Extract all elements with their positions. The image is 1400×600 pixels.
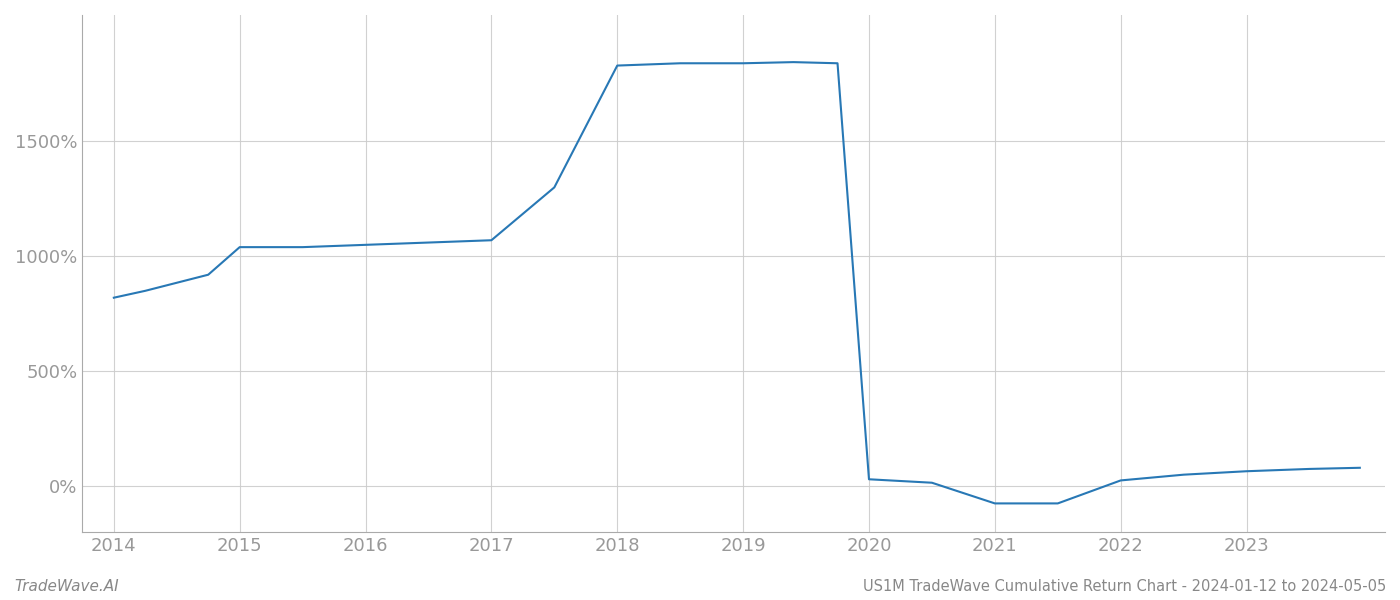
Text: TradeWave.AI: TradeWave.AI <box>14 579 119 594</box>
Text: US1M TradeWave Cumulative Return Chart - 2024-01-12 to 2024-05-05: US1M TradeWave Cumulative Return Chart -… <box>862 579 1386 594</box>
